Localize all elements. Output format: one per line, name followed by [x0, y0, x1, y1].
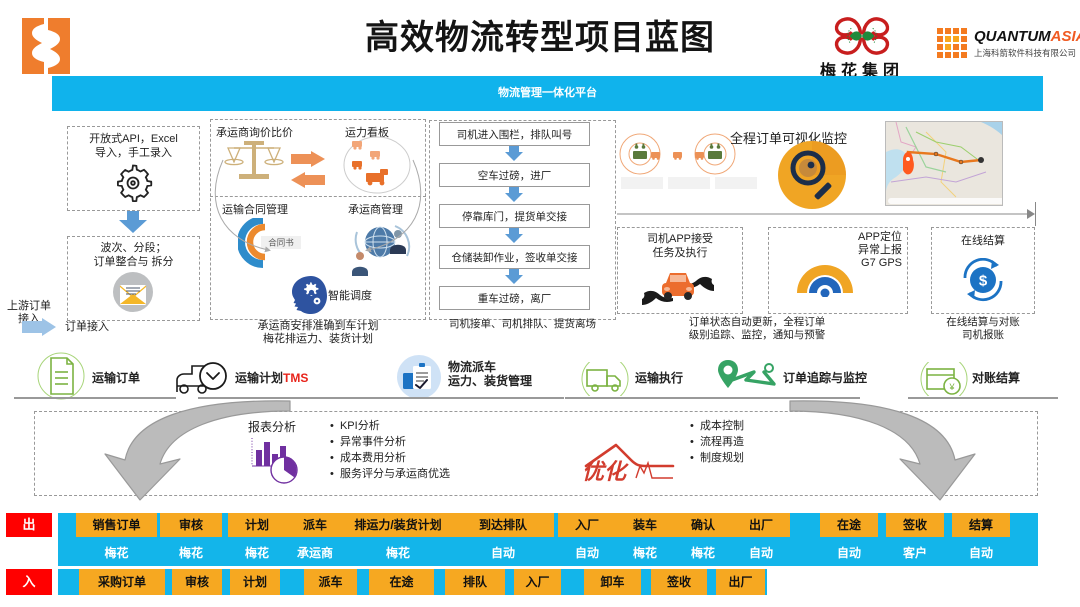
- svg-text:优化: 优化: [582, 459, 629, 483]
- svg-text:¥: ¥: [948, 382, 955, 392]
- svg-text:$: $: [979, 273, 988, 290]
